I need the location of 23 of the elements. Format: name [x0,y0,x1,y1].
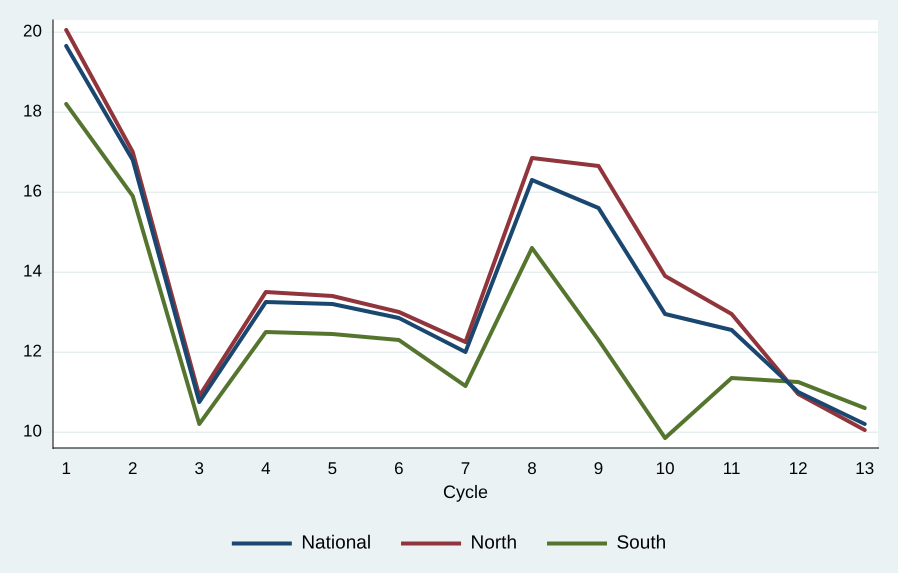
x-tick-label: 8 [527,458,537,478]
y-tick-label: 10 [22,422,42,441]
x-tick-label: 12 [788,458,808,478]
y-tick-label: 20 [22,22,42,41]
x-tick-label: 9 [594,458,604,478]
x-tick-label: 10 [656,458,675,478]
x-tick-label: 11 [722,458,740,478]
x-tick-label: 4 [261,458,271,478]
y-tick-label: 12 [22,342,42,361]
x-tick-label: 6 [394,458,404,478]
x-tick-label: 7 [460,458,470,478]
y-tick-label: 16 [22,182,42,201]
legend-label: National [301,532,372,554]
x-axis-title: Cycle [442,482,488,502]
x-tick-label: 1 [61,458,71,478]
legend-label: South [616,532,666,554]
x-tick-label: 5 [328,458,338,478]
y-tick-label: 18 [22,102,42,121]
y-tick-label: 14 [22,262,42,281]
x-tick-label: 2 [128,458,138,478]
x-tick-label: 13 [855,458,874,478]
x-tick-label: 3 [194,458,204,478]
legend-label: North [470,532,518,554]
